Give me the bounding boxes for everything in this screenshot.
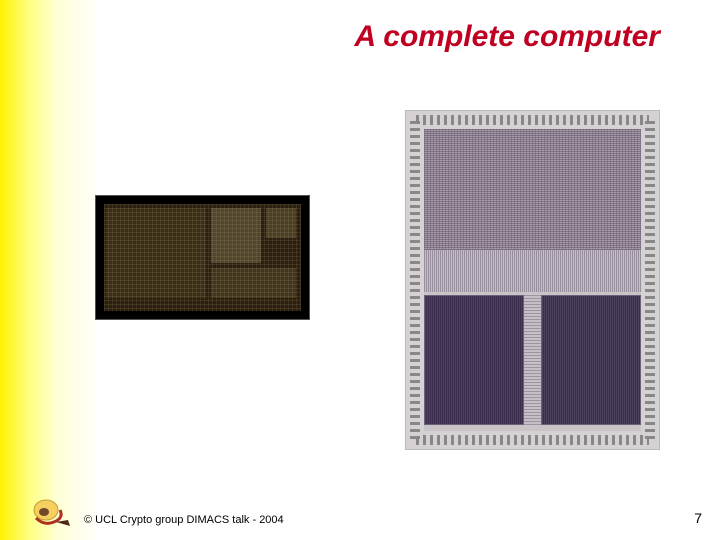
bond-pads [416,435,649,445]
bond-pads [410,121,420,439]
slide-footer: © UCL Crypto group DIMACS talk - 2004 7 [0,500,720,540]
chip-die [424,129,641,431]
copyright-text: © UCL Crypto group DIMACS talk - 2004 [84,514,284,526]
chip-routing-region [424,250,641,292]
bond-pads [645,121,655,439]
chip-memory-block [424,295,524,425]
slide-title: A complete computer [354,20,660,54]
chip-memory-gap [524,295,541,425]
logo-icon [30,498,74,528]
slide: A complete computer © U [0,0,720,540]
chip-memory-block [541,295,641,425]
page-number: 7 [694,510,702,526]
bond-pads [416,115,649,125]
chip-routing-grid [104,204,301,311]
chip-die-photo-left [95,195,310,320]
chip-logic-region [424,129,641,250]
chip-die-photo-right [405,110,660,450]
